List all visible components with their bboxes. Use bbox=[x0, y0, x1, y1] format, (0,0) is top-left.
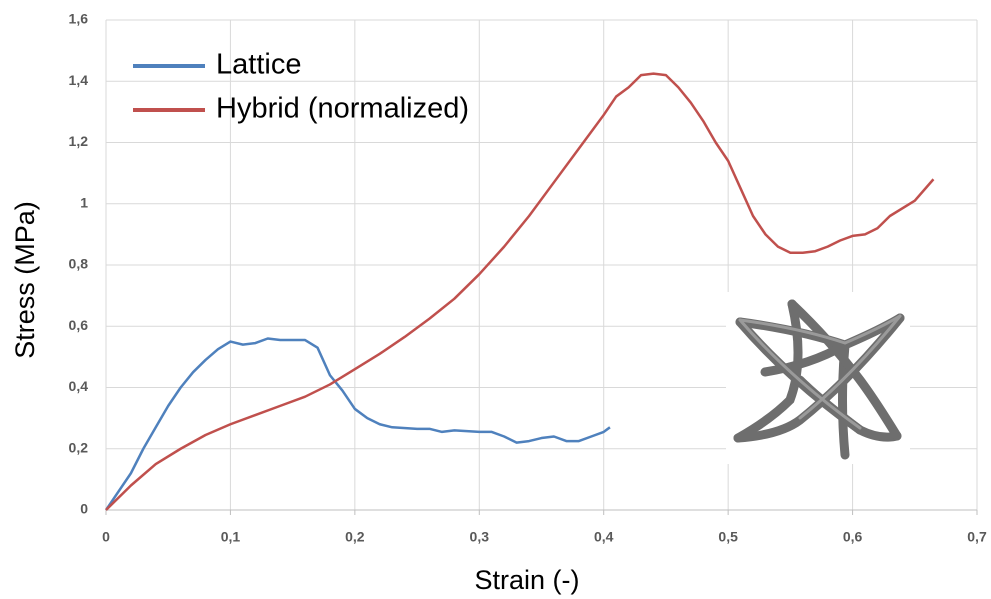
grid bbox=[105, 19, 978, 511]
y-tick-label: 1,6 bbox=[69, 11, 89, 27]
x-tick-label: 0,7 bbox=[967, 529, 987, 545]
series-line bbox=[104, 337, 611, 511]
y-tick-label: 0,4 bbox=[69, 378, 89, 394]
series-line bbox=[105, 72, 935, 511]
x-tick-label: 0,2 bbox=[345, 529, 365, 545]
x-tick-label: 0,6 bbox=[843, 529, 863, 545]
axes: 0 0,2 0,4 0,6 0,8 1 1,2 1,4 1,6 0 0,1 0,2 0,3 0,4 0,5 0… bbox=[69, 11, 987, 545]
y-tick-label: 0,6 bbox=[69, 317, 89, 333]
x-tick-label: 0,4 bbox=[594, 529, 614, 545]
lattice-image bbox=[726, 292, 910, 464]
y-tick-label: 0,2 bbox=[69, 439, 89, 455]
y-tick-label: 1,4 bbox=[69, 72, 89, 88]
lines bbox=[104, 72, 935, 511]
x-tick-label: 0,5 bbox=[718, 529, 738, 545]
legend-label: Lattice bbox=[216, 49, 301, 81]
y-tick-label: 1 bbox=[80, 194, 88, 210]
legend: Lattice Hybrid (normalized) bbox=[133, 49, 469, 125]
x-tick-label: 0 bbox=[102, 529, 110, 545]
y-axis-label: Stress (MPa) bbox=[10, 201, 40, 359]
y-tick-label: 1,2 bbox=[69, 133, 89, 149]
legend-label: Hybrid (normalized) bbox=[216, 93, 469, 125]
x-tick-label: 0,3 bbox=[470, 529, 490, 545]
y-tick-label: 0,8 bbox=[69, 256, 89, 272]
y-tick-label: 0 bbox=[80, 501, 88, 517]
x-axis-label: Strain (-) bbox=[474, 565, 579, 595]
x-tick-label: 0,1 bbox=[221, 529, 241, 545]
